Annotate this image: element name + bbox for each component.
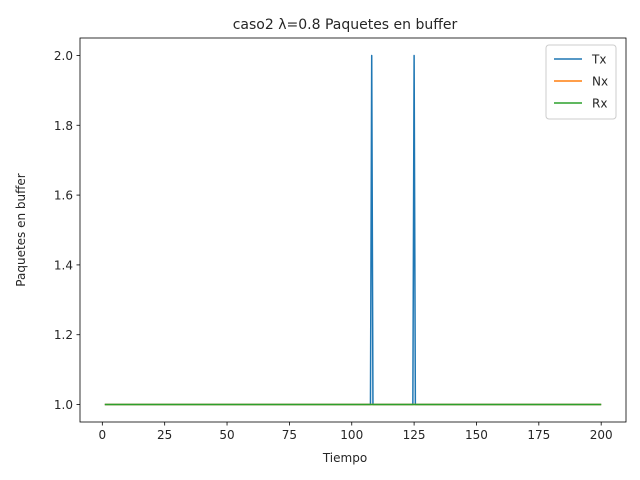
legend-label-nx: Nx bbox=[592, 75, 608, 89]
x-tick-label: 125 bbox=[403, 428, 426, 442]
x-tick-label: 25 bbox=[157, 428, 172, 442]
x-axis-label: Tiempo bbox=[322, 451, 367, 465]
y-tick-label: 2.0 bbox=[54, 49, 73, 63]
y-axis-label: Paquetes en buffer bbox=[14, 173, 28, 286]
x-tick-label: 75 bbox=[282, 428, 297, 442]
x-tick-label: 150 bbox=[465, 428, 488, 442]
legend-box bbox=[545, 44, 617, 120]
x-tick-label: 200 bbox=[590, 428, 613, 442]
series-layer bbox=[104, 54, 602, 406]
y-tick-label: 1.6 bbox=[54, 189, 73, 203]
y-axis: 1.0 1.2 1.4 1.6 1.8 2.0 bbox=[54, 49, 80, 412]
x-tick-label: 0 bbox=[99, 428, 107, 442]
y-tick-label: 1.0 bbox=[54, 398, 73, 412]
chart-title: caso2 λ=0.8 Paquetes en buffer bbox=[233, 17, 458, 33]
x-tick-label: 175 bbox=[527, 428, 550, 442]
legend: Tx Nx Rx bbox=[545, 44, 617, 120]
plot-area bbox=[80, 38, 626, 422]
y-tick-label: 1.8 bbox=[54, 119, 73, 133]
y-tick-label: 1.2 bbox=[54, 328, 73, 342]
legend-label-tx: Tx bbox=[591, 53, 606, 67]
axes-frame bbox=[79, 37, 627, 423]
x-axis: 0 25 50 75 100 125 150 175 200 bbox=[99, 422, 613, 442]
legend-label-rx: Rx bbox=[592, 97, 607, 111]
x-tick-label: 50 bbox=[219, 428, 234, 442]
axes-border bbox=[79, 37, 627, 423]
y-tick-label: 1.4 bbox=[54, 258, 73, 272]
x-tick-label: 100 bbox=[340, 428, 363, 442]
